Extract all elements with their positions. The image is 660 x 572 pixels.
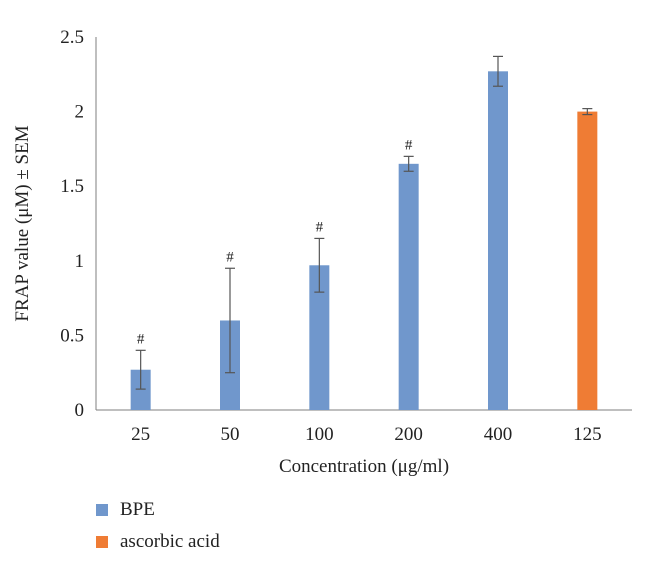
x-tick-label: 25 [131,424,150,445]
bars [130,71,598,410]
x-tick-label: 400 [484,424,513,445]
legend-item-ascorbic-acid: ascorbic acid [96,528,220,556]
x-tick-label: 100 [305,424,334,445]
significance-marker: # [226,249,234,265]
y-tick-label: 0.5 [60,325,84,346]
bar-bpe [130,369,151,410]
legend-label-bpe: BPE [120,499,155,520]
significance-marker: # [316,219,324,235]
y-tick-labels: 0 0.5 1 1.5 2 2.5 [60,27,84,421]
y-tick-label: 1.5 [60,176,84,197]
bar-ascorbic-acid [577,111,598,410]
chart: 0 0.5 1 1.5 2 2.5 # # # # 25 50 100 200 400 125 Conce… [12,27,632,477]
x-tick-label: 200 [394,424,423,445]
y-tick-label: 1 [75,251,85,272]
significance-markers: # # # # [137,137,413,347]
legend: BPE ascorbic acid [96,496,220,560]
error-bars [135,55,593,390]
x-axis-title: Concentration (μg/ml) [279,456,449,477]
legend-swatch-bpe [96,504,108,516]
significance-marker: # [137,331,145,347]
bar-bpe [309,265,330,410]
legend-item-bpe: BPE [96,496,220,524]
x-tick-label: 50 [221,424,240,445]
x-tick-label: 125 [573,424,602,445]
y-tick-label: 2.5 [60,27,84,48]
legend-label-ascorbic-acid: ascorbic acid [120,531,220,552]
significance-marker: # [405,137,413,153]
y-tick-label: 2 [75,102,85,123]
bar-bpe [488,71,508,410]
y-axis-title: FRAP value (μM) ± SEM [12,125,33,321]
legend-swatch-ascorbic-acid [96,536,108,548]
y-tick-label: 0 [75,400,85,421]
x-tick-labels: 25 50 100 200 400 125 [131,424,601,445]
bar-bpe [398,163,419,410]
